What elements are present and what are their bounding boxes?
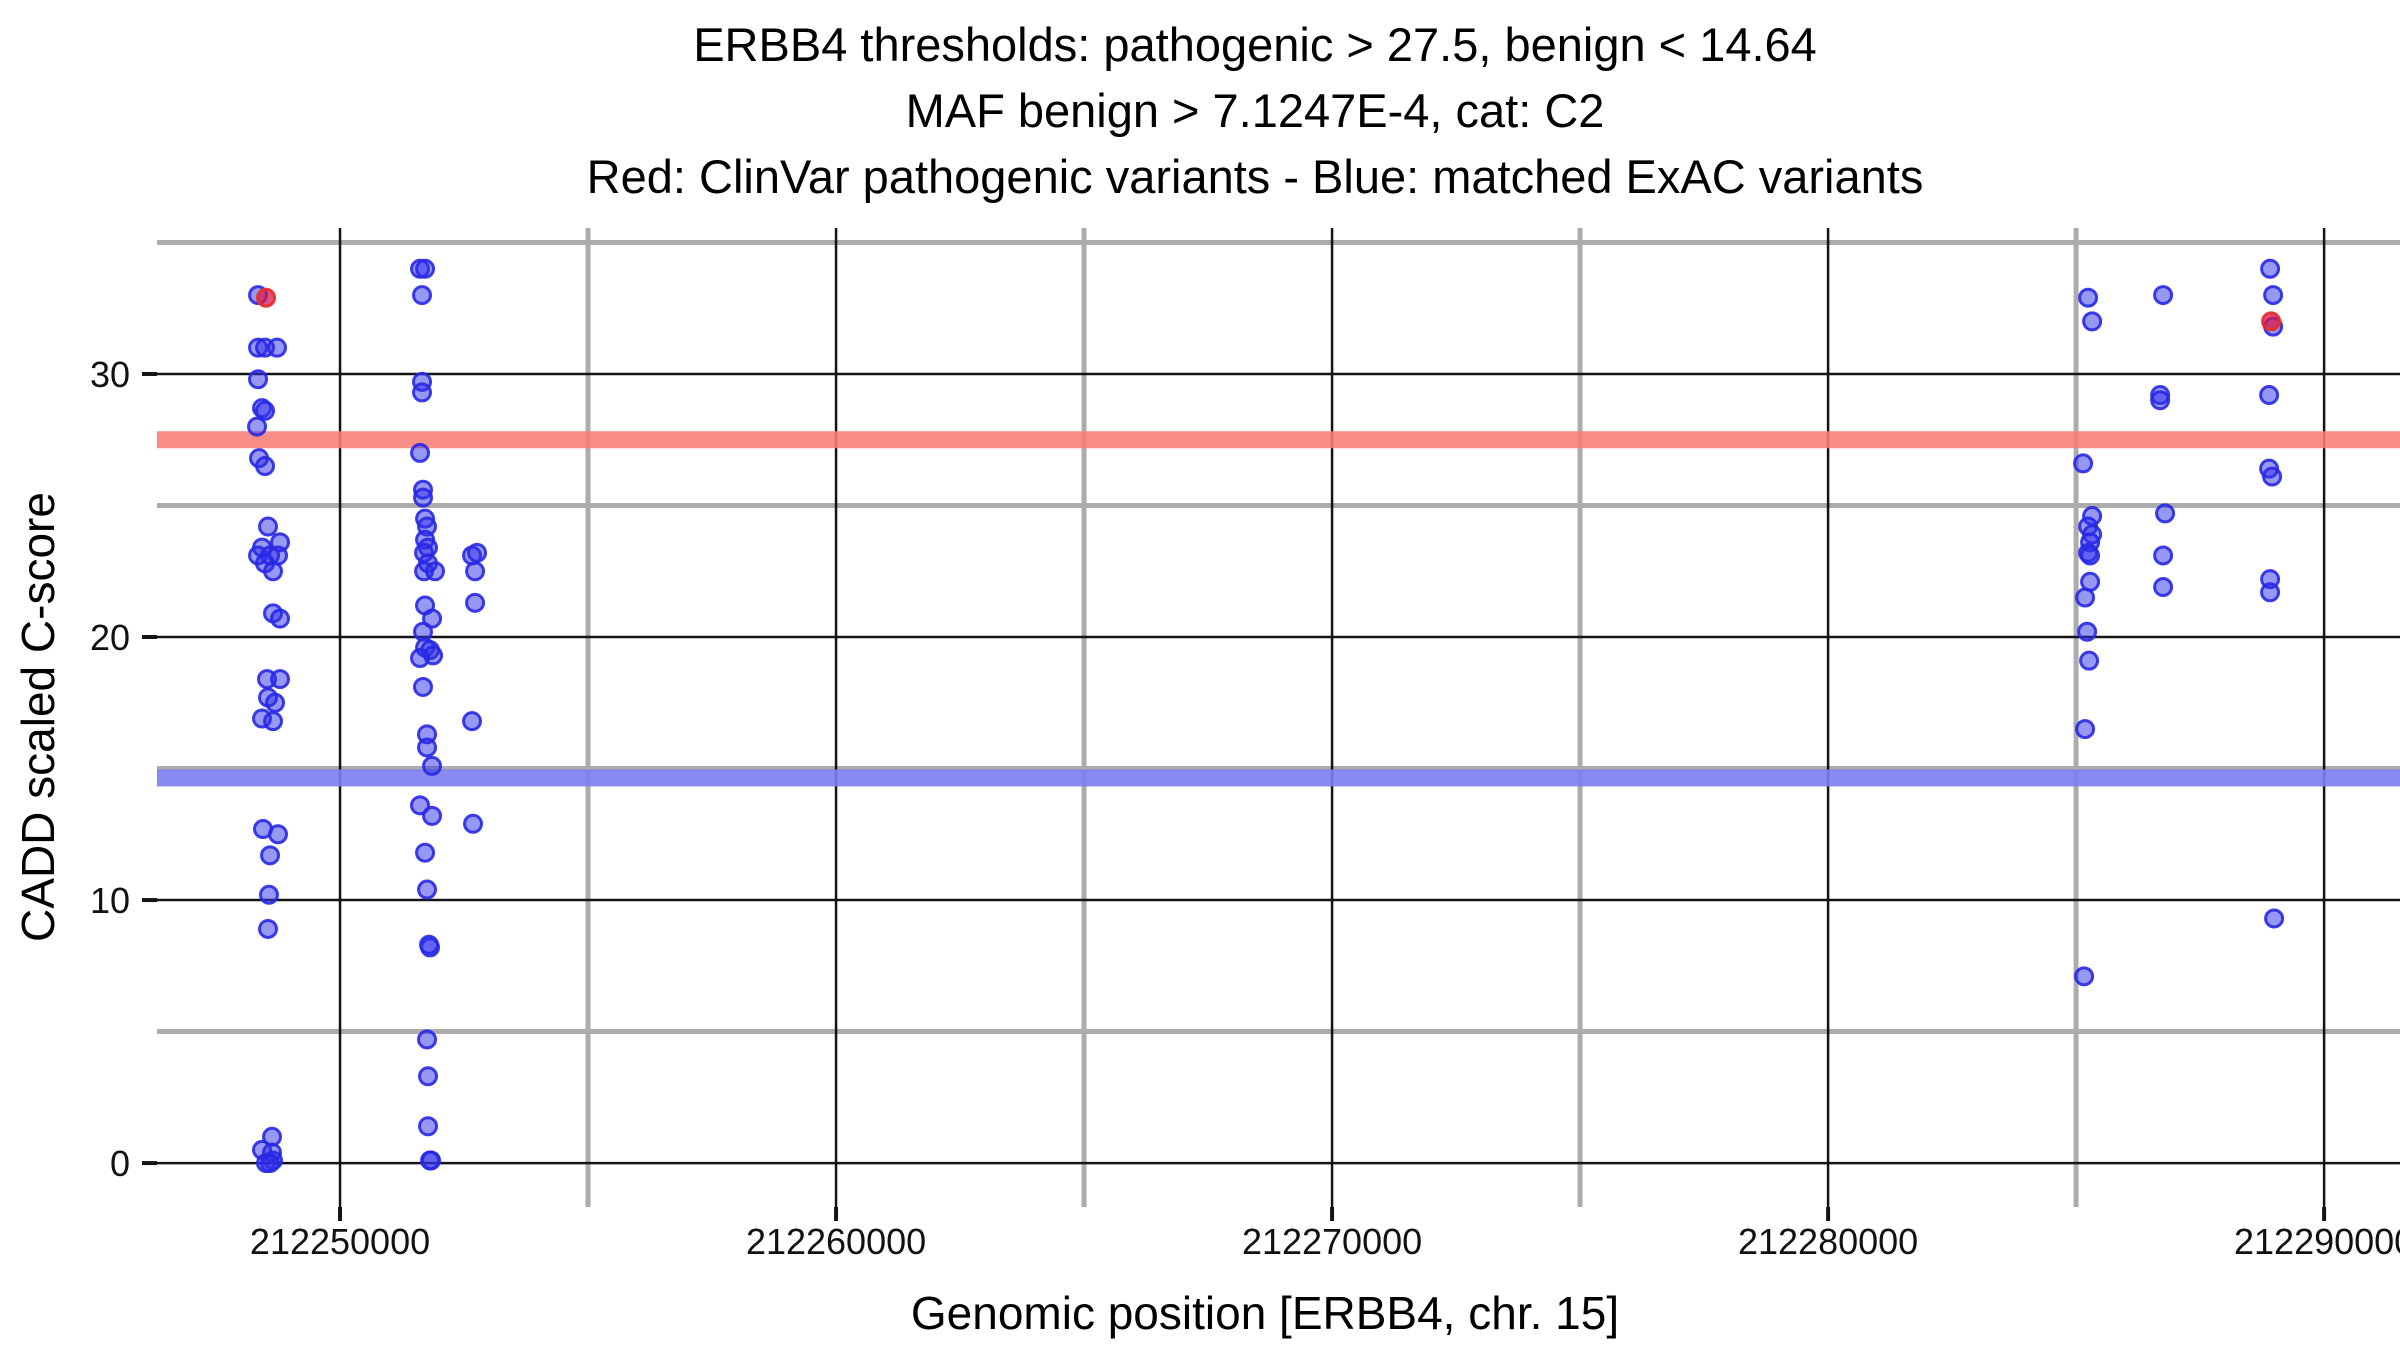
exac-variant-point bbox=[2075, 587, 2096, 608]
exac-variant-point bbox=[2150, 390, 2171, 411]
exac-variant-point bbox=[415, 842, 436, 863]
exac-variant-point bbox=[263, 561, 284, 582]
exac-variant-point bbox=[260, 1153, 281, 1174]
x-tick-label: 212260000 bbox=[746, 1221, 926, 1262]
exac-variant-point bbox=[2259, 385, 2280, 406]
exac-variant-point bbox=[265, 692, 286, 713]
exac-variant-point bbox=[419, 934, 440, 955]
exac-variant-point bbox=[2153, 545, 2174, 566]
exac-variant-point bbox=[417, 879, 438, 900]
exac-variant-point bbox=[465, 592, 486, 613]
benign-threshold-band bbox=[157, 769, 2400, 787]
chart-title: ERBB4 thresholds: pathogenic > 27.5, ben… bbox=[55, 12, 2400, 210]
exac-variant-point bbox=[413, 621, 434, 642]
exac-variant-point bbox=[410, 648, 431, 669]
exac-variant-point bbox=[421, 1150, 442, 1171]
exac-variant-point bbox=[417, 737, 438, 758]
exac-variant-point bbox=[260, 845, 281, 866]
exac-variant-point bbox=[255, 400, 276, 421]
chart-title-line1: ERBB4 thresholds: pathogenic > 27.5, ben… bbox=[693, 18, 1817, 71]
exac-variant-point bbox=[247, 416, 268, 437]
exac-variant-point bbox=[2073, 453, 2094, 474]
exac-variant-point bbox=[248, 369, 269, 390]
clinvar-pathogenic-point bbox=[2261, 311, 2282, 332]
exac-variant-point bbox=[425, 561, 446, 582]
exac-variant-point bbox=[255, 456, 276, 477]
exac-variant-point bbox=[2075, 719, 2096, 740]
exac-variant-point bbox=[417, 1029, 438, 1050]
exac-variant-point bbox=[412, 285, 433, 306]
exac-variant-point bbox=[268, 824, 289, 845]
exac-variant-point bbox=[422, 755, 443, 776]
exac-variant-point bbox=[263, 711, 284, 732]
exac-variant-point bbox=[415, 258, 436, 279]
exac-variant-point bbox=[418, 1066, 439, 1087]
exac-variant-point bbox=[2155, 503, 2176, 524]
exac-variant-point bbox=[413, 676, 434, 697]
exac-variant-point bbox=[2077, 621, 2098, 642]
exac-variant-point bbox=[413, 487, 434, 508]
exac-variant-point bbox=[2260, 582, 2281, 603]
clinvar-pathogenic-point bbox=[256, 287, 277, 308]
exac-variant-point bbox=[2153, 577, 2174, 598]
exac-variant-point bbox=[2074, 966, 2095, 987]
exac-variant-point bbox=[2153, 285, 2174, 306]
exac-variant-point bbox=[2264, 908, 2285, 929]
exac-variant-point bbox=[2078, 287, 2099, 308]
exac-variant-point bbox=[422, 805, 443, 826]
exac-variant-point bbox=[2262, 466, 2283, 487]
exac-variant-point bbox=[270, 608, 291, 629]
exac-variant-point bbox=[2080, 545, 2101, 566]
exac-variant-point bbox=[412, 382, 433, 403]
exac-variant-point bbox=[2079, 650, 2100, 671]
x-tick-label: 212290000 bbox=[2234, 1221, 2400, 1262]
x-tick-label: 212280000 bbox=[1738, 1221, 1918, 1262]
exac-variant-point bbox=[258, 516, 279, 537]
exac-variant-point bbox=[418, 1116, 439, 1137]
exac-variant-point bbox=[410, 442, 431, 463]
x-tick-label: 212270000 bbox=[1242, 1221, 1422, 1262]
exac-variant-point bbox=[2082, 311, 2103, 332]
exac-variant-point bbox=[422, 608, 443, 629]
y-tick-label: 10 bbox=[90, 880, 130, 921]
exac-variant-point bbox=[462, 711, 483, 732]
pathogenic-threshold-band bbox=[157, 431, 2400, 449]
chart-title-line2: MAF benign > 7.1247E-4, cat: C2 bbox=[905, 84, 1605, 137]
chart-title-line3: Red: ClinVar pathogenic variants - Blue:… bbox=[586, 150, 1924, 203]
exac-variant-point bbox=[259, 884, 280, 905]
y-tick-label: 30 bbox=[90, 354, 130, 395]
exac-variant-point bbox=[267, 337, 288, 358]
exac-variant-point bbox=[2260, 258, 2281, 279]
exac-variant-point bbox=[270, 669, 291, 690]
y-tick-label: 0 bbox=[110, 1143, 130, 1184]
exac-variant-point bbox=[465, 561, 486, 582]
exac-variant-point bbox=[463, 813, 484, 834]
exac-variant-point bbox=[467, 542, 488, 563]
y-tick-label: 20 bbox=[90, 617, 130, 658]
exac-variant-point bbox=[2263, 285, 2284, 306]
x-axis-label: Genomic position [ERBB4, chr. 15] bbox=[910, 1287, 1620, 1339]
x-tick-label: 212250000 bbox=[250, 1221, 430, 1262]
exac-variant-point bbox=[258, 918, 279, 939]
